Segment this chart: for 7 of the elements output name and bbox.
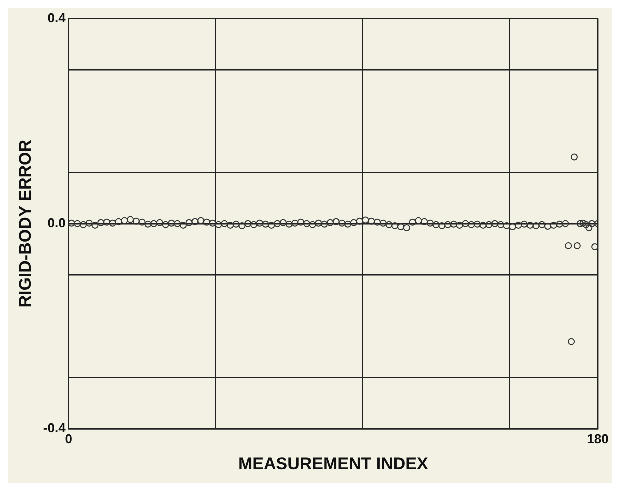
y-tick-label: -0.4 (43, 420, 67, 436)
y-tick-label: 0.4 (48, 10, 67, 26)
y-axis-title: RIGID-BODY ERROR (16, 140, 35, 308)
x-axis-title: MEASUREMENT INDEX (238, 454, 429, 474)
x-tick-label: 0 (65, 431, 72, 446)
x-tick-label: 180 (587, 431, 609, 446)
y-tick-label: 0.0 (48, 215, 66, 230)
